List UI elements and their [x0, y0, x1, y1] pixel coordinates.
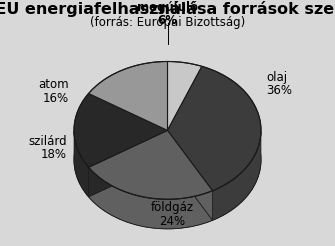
Text: Az EU energiafelhasználása források szerint: Az EU energiafelhasználása források szer…	[0, 1, 335, 17]
PathPatch shape	[88, 62, 168, 130]
Text: szilárd: szilárd	[28, 135, 67, 148]
Text: atom: atom	[39, 78, 69, 91]
PathPatch shape	[88, 167, 212, 229]
PathPatch shape	[74, 131, 88, 197]
Text: 6%: 6%	[157, 14, 178, 27]
Text: megújuló: megújuló	[137, 0, 198, 14]
PathPatch shape	[168, 130, 212, 220]
PathPatch shape	[212, 132, 261, 220]
Text: olaj: olaj	[266, 71, 287, 84]
PathPatch shape	[168, 62, 202, 130]
PathPatch shape	[168, 130, 212, 220]
PathPatch shape	[74, 93, 168, 167]
PathPatch shape	[168, 66, 261, 191]
PathPatch shape	[88, 130, 168, 197]
Text: 16%: 16%	[43, 92, 69, 105]
Text: 36%: 36%	[266, 84, 292, 97]
Text: (forrás: Európai Bizottság): (forrás: Európai Bizottság)	[90, 16, 245, 29]
PathPatch shape	[88, 130, 168, 197]
Text: 24%: 24%	[159, 215, 186, 228]
Text: földgáz: földgáz	[151, 201, 194, 214]
Text: 18%: 18%	[41, 148, 67, 161]
PathPatch shape	[88, 130, 212, 199]
